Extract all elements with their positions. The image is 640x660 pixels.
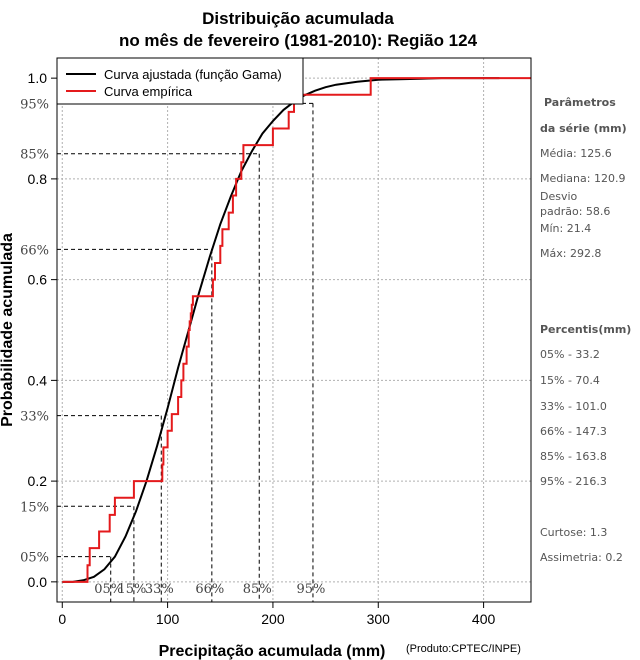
x-tick-label: 100	[156, 611, 180, 627]
percentile-markers	[57, 102, 314, 602]
stat-mean: Média: 125.6	[540, 147, 612, 160]
percentile-x-label: 33%	[145, 582, 174, 597]
legend-label-empirical: Curva empírica	[104, 84, 193, 99]
percentile-15: 15% - 70.4	[540, 374, 600, 387]
grid	[57, 58, 531, 602]
percentile-y-label: 33%	[20, 410, 49, 425]
series-layer	[62, 77, 531, 583]
stat-max: Máx: 292.8	[540, 247, 601, 260]
stat-sd-line1: Desvio	[540, 190, 578, 203]
percentile-05: 05% - 33.2	[540, 348, 600, 361]
percentile-y-label: 05%	[20, 551, 49, 566]
y-tick-label: 0.6	[28, 272, 48, 288]
x-tick-label: 200	[261, 611, 285, 627]
x-axis-label: Precipitação acumulada (mm)	[159, 643, 386, 660]
stat-sd-line2: padrão: 58.6	[540, 205, 610, 218]
stats-heading-1: Parâmetros	[544, 96, 616, 109]
series-statistics-panel: Parâmetros da série (mm) Média: 125.6 Me…	[540, 96, 631, 564]
axes: 0 100 200 300 4000.00.20.40.60.81.005%05%15%…	[20, 70, 495, 627]
stats-heading-2: da série (mm)	[540, 122, 627, 135]
stat-kurtosis: Curtose: 1.3	[540, 526, 607, 539]
y-tick-label: 0.0	[28, 574, 48, 590]
percentile-x-label: 66%	[195, 582, 224, 597]
x-tick-label: 300	[367, 611, 391, 627]
legend: Curva ajustada (função Gama) Curva empír…	[56, 57, 304, 105]
product-credit: (Produto:CPTEC/INPE)	[406, 643, 521, 655]
percentiles-heading: Percentis(mm)	[540, 323, 631, 336]
percentile-y-label: 66%	[20, 243, 49, 258]
y-tick-label: 0.8	[28, 171, 48, 187]
percentile-x-label: 85%	[243, 582, 272, 597]
percentile-66: 66% - 147.3	[540, 425, 607, 438]
chart-title-line1: Distribuição acumulada	[202, 9, 394, 28]
legend-box	[56, 57, 304, 105]
x-tick-label: 400	[472, 611, 496, 627]
legend-label-fitted: Curva ajustada (função Gama)	[104, 67, 282, 82]
percentile-33: 33% - 101.0	[540, 400, 607, 413]
percentile-95: 95% - 216.3	[540, 475, 607, 488]
plot-frame	[56, 57, 532, 603]
percentile-y-label: 15%	[20, 500, 49, 515]
y-tick-label: 0.4	[28, 372, 48, 388]
percentile-85: 85% - 163.8	[540, 450, 607, 463]
percentile-x-label: 05%	[94, 582, 123, 597]
percentile-y-label: 85%	[20, 148, 49, 163]
percentile-y-label: 95%	[20, 97, 49, 112]
percentile-x-label: 15%	[117, 582, 146, 597]
x-tick-label: 0	[58, 611, 66, 627]
percentile-x-label: 95%	[297, 582, 326, 597]
stat-skewness: Assimetria: 0.2	[540, 551, 623, 564]
stat-median: Mediana: 120.9	[540, 172, 625, 185]
y-tick-label: 1.0	[28, 70, 48, 86]
chart-title-line2: no mês de fevereiro (1981-2010): Região …	[119, 31, 478, 50]
y-axis-label: Probabilidade acumulada	[0, 233, 16, 427]
y-tick-label: 0.2	[28, 473, 48, 489]
empirical-step-curve	[62, 77, 531, 583]
stat-min: Mín: 21.4	[540, 222, 591, 235]
